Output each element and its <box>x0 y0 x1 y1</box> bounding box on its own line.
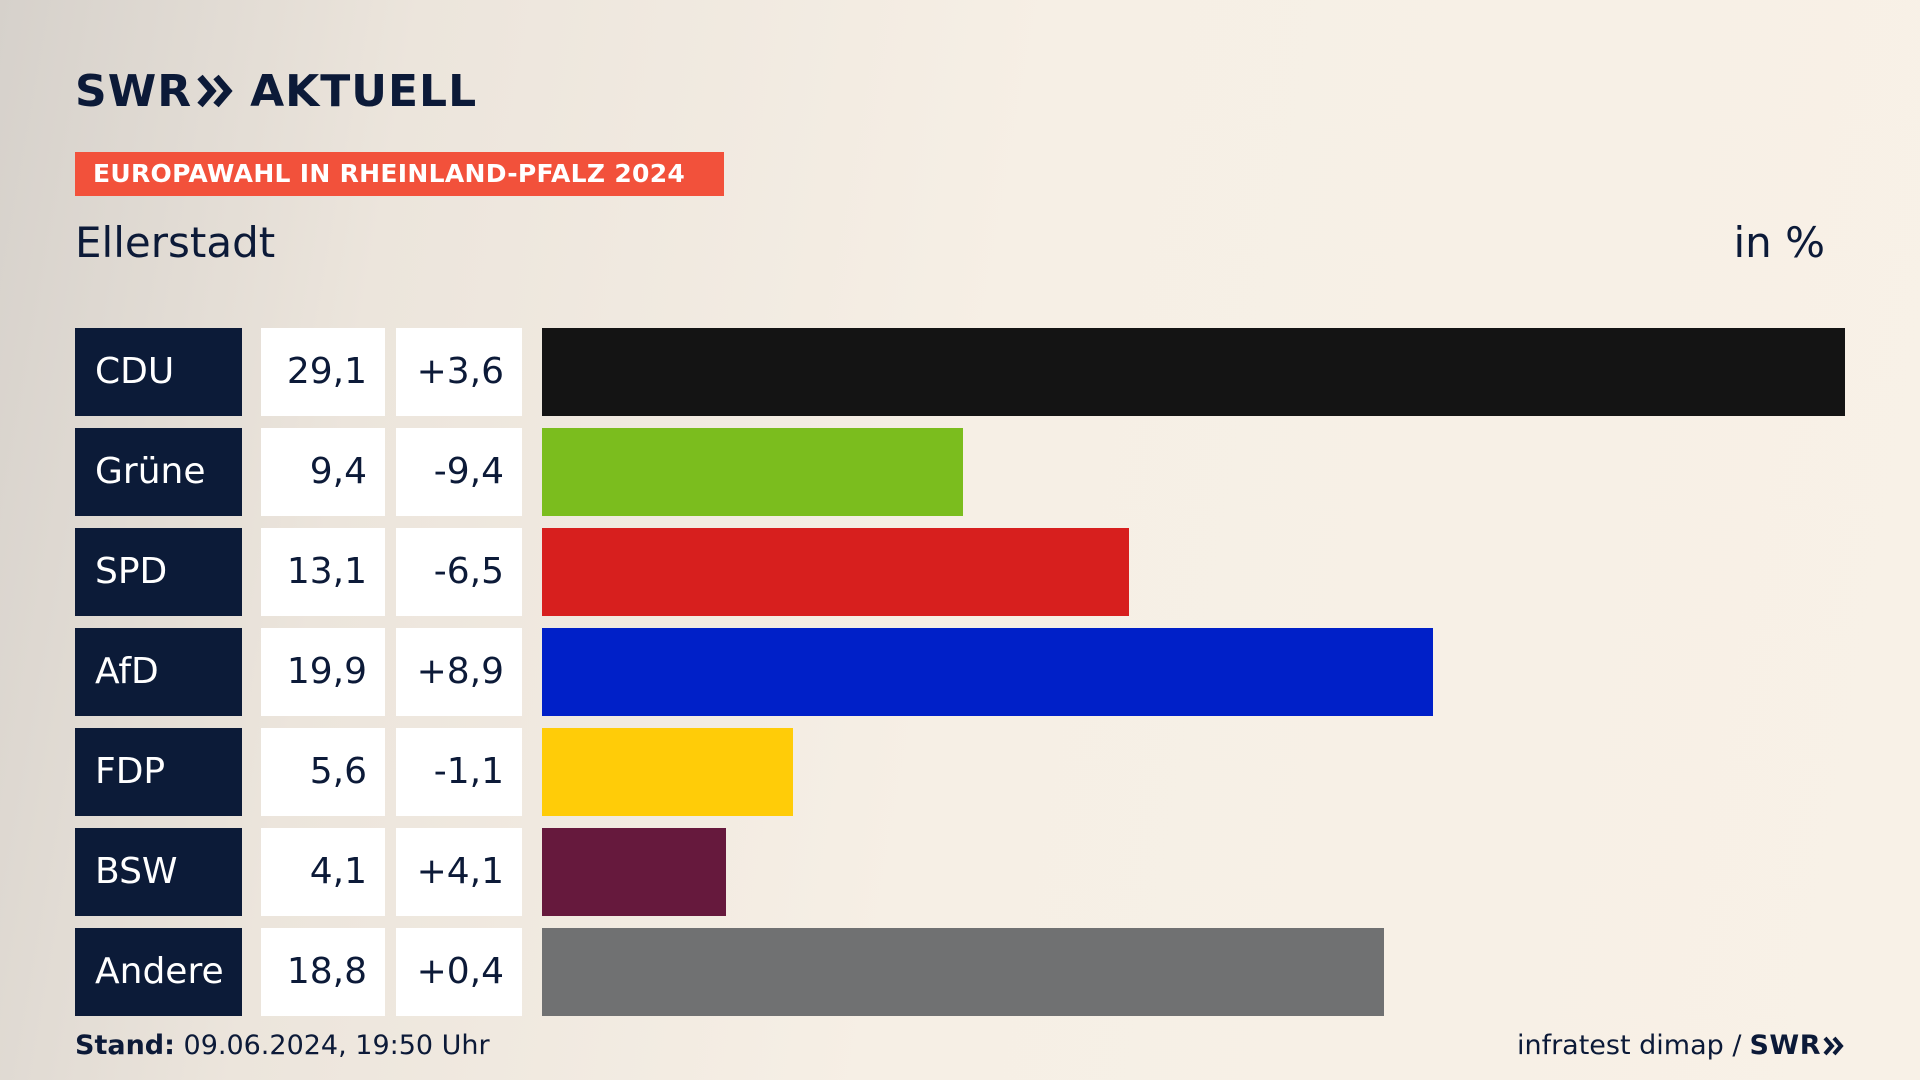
vote-change-value: -6,5 <box>396 528 522 616</box>
result-bar <box>542 328 1845 416</box>
swr-mini-logo: SWR <box>1749 1030 1845 1061</box>
timestamp: Stand: 09.06.2024, 19:50 Uhr <box>75 1030 490 1061</box>
party-label: AfD <box>75 628 242 716</box>
logo-swr-text: SWR <box>75 65 193 117</box>
source-credit: infratest dimap / SWR <box>1517 1030 1845 1061</box>
result-row: CDU 29,1 +3,6 <box>0 328 1920 416</box>
result-bar <box>542 528 1129 616</box>
vote-change-value: +4,1 <box>396 828 522 916</box>
swr-mini-text: SWR <box>1749 1030 1821 1061</box>
logo-aktuell-text: AKTUELL <box>250 65 478 117</box>
result-bar <box>542 828 726 916</box>
vote-change-value: -1,1 <box>396 728 522 816</box>
vote-change-value: -9,4 <box>396 428 522 516</box>
vote-change-value: +8,9 <box>396 628 522 716</box>
vote-change-value: +0,4 <box>396 928 522 1016</box>
result-row: Grüne 9,4 -9,4 <box>0 428 1920 516</box>
double-chevron-icon <box>197 74 233 108</box>
stand-value: 09.06.2024, 19:50 Uhr <box>183 1030 490 1061</box>
party-label: BSW <box>75 828 242 916</box>
result-row: Andere 18,8 +0,4 <box>0 928 1920 1016</box>
vote-share-value: 19,9 <box>261 628 385 716</box>
chart-subtitle: Ellerstadt <box>75 218 276 267</box>
swr-aktuell-logo: SWR AKTUELL <box>75 65 478 117</box>
result-bar <box>542 428 963 516</box>
result-bar <box>542 728 793 816</box>
result-row: BSW 4,1 +4,1 <box>0 828 1920 916</box>
vote-share-value: 4,1 <box>261 828 385 916</box>
result-row: SPD 13,1 -6,5 <box>0 528 1920 616</box>
stand-label: Stand: <box>75 1030 175 1061</box>
result-bar <box>542 928 1384 1016</box>
party-label: Andere <box>75 928 242 1016</box>
election-banner: EUROPAWAHL IN RHEINLAND-PFALZ 2024 <box>75 152 724 196</box>
vote-share-value: 13,1 <box>261 528 385 616</box>
mini-chevron-icon <box>1823 1036 1844 1055</box>
party-label: SPD <box>75 528 242 616</box>
result-row: FDP 5,6 -1,1 <box>0 728 1920 816</box>
party-label: CDU <box>75 328 242 416</box>
source-text: infratest dimap / <box>1516 1030 1742 1061</box>
result-bar <box>542 628 1433 716</box>
vote-change-value: +3,6 <box>396 328 522 416</box>
vote-share-value: 29,1 <box>261 328 385 416</box>
unit-label: in % <box>1733 218 1825 267</box>
vote-share-value: 5,6 <box>261 728 385 816</box>
result-row: AfD 19,9 +8,9 <box>0 628 1920 716</box>
party-label: FDP <box>75 728 242 816</box>
vote-share-value: 18,8 <box>261 928 385 1016</box>
vote-share-value: 9,4 <box>261 428 385 516</box>
party-label: Grüne <box>75 428 242 516</box>
